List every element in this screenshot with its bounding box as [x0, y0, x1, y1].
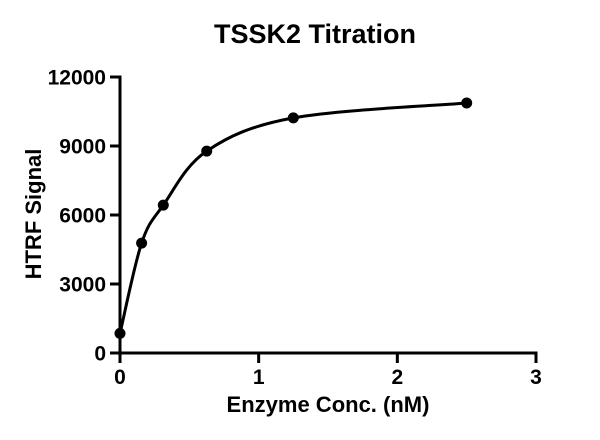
y-tick-label: 9000: [59, 136, 106, 159]
x-tick-label: 1: [253, 366, 265, 389]
y-tick-label: 6000: [59, 205, 106, 228]
axes: [110, 75, 538, 363]
y-tick-label: 0: [94, 343, 106, 366]
x-tick-label: 0: [114, 366, 126, 389]
data-point: [114, 327, 126, 339]
y-tick-label: 12000: [48, 67, 106, 90]
x-tick-label: 3: [530, 366, 542, 389]
x-tick-label: 2: [391, 366, 403, 389]
tick-labels: 0 3000 6000 9000 12000 0 1 2 3: [48, 67, 542, 390]
data-points: [114, 97, 473, 339]
data-point: [461, 97, 473, 109]
data-point: [201, 145, 213, 157]
data-point: [157, 199, 169, 211]
chart-title: TSSK2 Titration: [214, 19, 416, 49]
y-axis-label: HTRF Signal: [21, 149, 46, 280]
x-axis-label: Enzyme Conc. (nM): [227, 392, 430, 417]
y-tick-label: 3000: [59, 274, 106, 297]
fit-curve: [118, 101, 467, 334]
data-point: [287, 112, 299, 124]
data-point: [136, 237, 148, 249]
